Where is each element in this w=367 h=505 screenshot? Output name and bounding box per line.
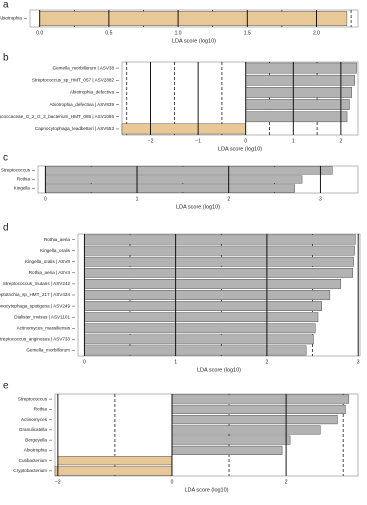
category-label: Kingella_oralis [40,248,71,253]
category-label: Dialister_invisus | ASV1101 [14,314,70,319]
category-label: Ruminococcaceae_G_2_G_2_bacterium_HMT_08… [0,114,114,119]
category-label: Streptococcus_anginosus | ASV733 [0,337,70,342]
bar [45,166,333,175]
category-label: Rothia_aeria [44,237,70,242]
x-tick-label: −2 [55,479,61,485]
category-label: Abiotrophia [24,448,48,453]
bar [84,267,353,278]
x-tick-label: 3 [319,196,322,202]
category-label: Actinomyces [21,417,48,422]
x-tick-label: 0.0 [36,30,43,36]
panel-letter: a [3,0,9,11]
category-label: Actinomyces_massiliensis [17,325,71,330]
x-tick-label: 1 [174,359,177,365]
plot-frame [37,165,359,194]
category-label: Granulicatella [19,427,48,432]
x-axis-title: LDA score (log10) [197,367,241,373]
panel-letter: d [3,223,9,234]
bar [45,184,295,193]
bar [171,435,291,445]
bar [57,456,173,466]
category-label: Leptotrichia_sp_HMT_217 | ASV434 [0,292,70,297]
bar [84,334,314,345]
x-axis-title: LDA score (log10) [218,146,262,152]
category-label: Abiotrophia_defectiva [70,90,115,95]
category-label: Kingella [14,186,31,191]
category-label: Cutibacterium [19,458,48,463]
x-tick-label: 0 [83,359,86,365]
x-tick-label: −2 [148,138,154,144]
panel-letter: b [3,53,9,64]
category-label: Rothia_aeria | ASV4 [29,270,71,275]
bar [121,123,246,135]
x-tick-label: 0 [244,138,247,144]
x-tick-label: 1 [292,138,295,144]
bar [84,234,356,245]
category-label: Gemella_morbillorum | ASV38 [53,65,115,70]
category-label: Gemella_morbillorum [26,348,70,353]
x-tick-label: 1.5 [244,30,251,36]
bar [84,345,307,356]
x-tick-label: 2.0 [313,30,320,36]
bar [171,394,350,404]
plot-frame [29,9,359,28]
x-tick-label: 0 [171,479,174,485]
bar [245,74,355,86]
x-tick-label: −1 [195,138,201,144]
bar [84,323,316,334]
bar [245,87,353,98]
plot-frame [77,233,361,357]
category-label: Kingella_oralis | ASV8 [25,259,71,264]
bar [245,99,350,110]
plot-frame [54,393,359,477]
category-label: Bergeyella [25,437,47,442]
bar [84,245,355,256]
bar [171,415,338,425]
x-tick-label: 2 [266,359,269,365]
bar [84,290,331,300]
category-label: Rothia [34,407,48,412]
category-label: Streptococcus_mutans | ASV242 [3,281,71,286]
bar [171,445,283,455]
category-label: Streptococcus [1,168,31,173]
x-tick-label: 1 [136,196,139,202]
category-label: Rothia [17,177,31,182]
category-label: Abiotrophia_defectiva | ASV839 [49,102,114,107]
bar [171,404,346,414]
bar [245,111,348,123]
x-axis-title: LDA score (log10) [184,487,228,493]
category-label: Capnocytophaga_leadbetteri | ASV553 [35,126,115,131]
bar [84,312,319,323]
bar [54,466,173,476]
x-tick-label: 2 [285,479,288,485]
plot-frame [121,61,359,136]
x-tick-label: 0.5 [105,30,112,36]
bar [84,301,322,311]
x-tick-label: 2 [227,196,230,202]
bar [45,175,303,184]
x-tick-label: 0 [44,196,47,202]
panel-letter: c [3,153,8,164]
x-tick-label: 3 [357,359,360,365]
category-label: Streptococcus [18,396,48,401]
x-axis-title: LDA score (log10) [176,204,220,210]
bar [84,279,342,289]
bar [39,11,348,26]
panel-letter: e [3,381,9,392]
bar [171,425,321,435]
x-tick-label: 1.0 [175,30,182,36]
bar [245,62,357,74]
x-axis-title: LDA score (log10) [172,38,216,44]
category-label: Capnocytophaga_sputigena | ASV249 [0,303,70,308]
category-label: Abiotrophia [0,16,22,21]
bar [84,256,354,267]
x-tick-label: 2 [339,138,342,144]
category-label: Cryptobacterium [13,468,47,473]
category-label: Streptococcus_sp_HMT_057 | ASV2882 [32,77,115,82]
